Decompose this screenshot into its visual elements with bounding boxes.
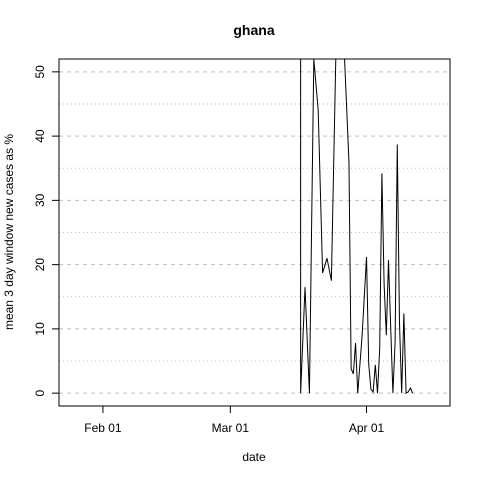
series-line (300, 59, 414, 395)
y-tick-label: 20 (33, 258, 47, 272)
axes: 0 10 20 30 40 50 Feb 01 Mar 01 Apr 01 (33, 65, 384, 435)
plot-frame (58, 58, 451, 407)
y-tick-label: 40 (33, 129, 47, 143)
y-axis-label: mean 3 day window new cases as % (2, 134, 16, 330)
x-axis-label: date (242, 450, 266, 464)
y-tick-label: 10 (33, 322, 47, 336)
x-tick-label: Apr 01 (349, 421, 385, 435)
y-tick-label: 0 (33, 389, 47, 396)
x-tick-label: Feb 01 (84, 421, 122, 435)
gridlines (59, 71, 450, 394)
y-tick-label: 50 (33, 65, 47, 79)
y-tick-label: 30 (33, 193, 47, 207)
x-tick-label: Mar 01 (212, 421, 250, 435)
series-layer (300, 59, 414, 395)
chart-title: ghana (233, 22, 274, 38)
